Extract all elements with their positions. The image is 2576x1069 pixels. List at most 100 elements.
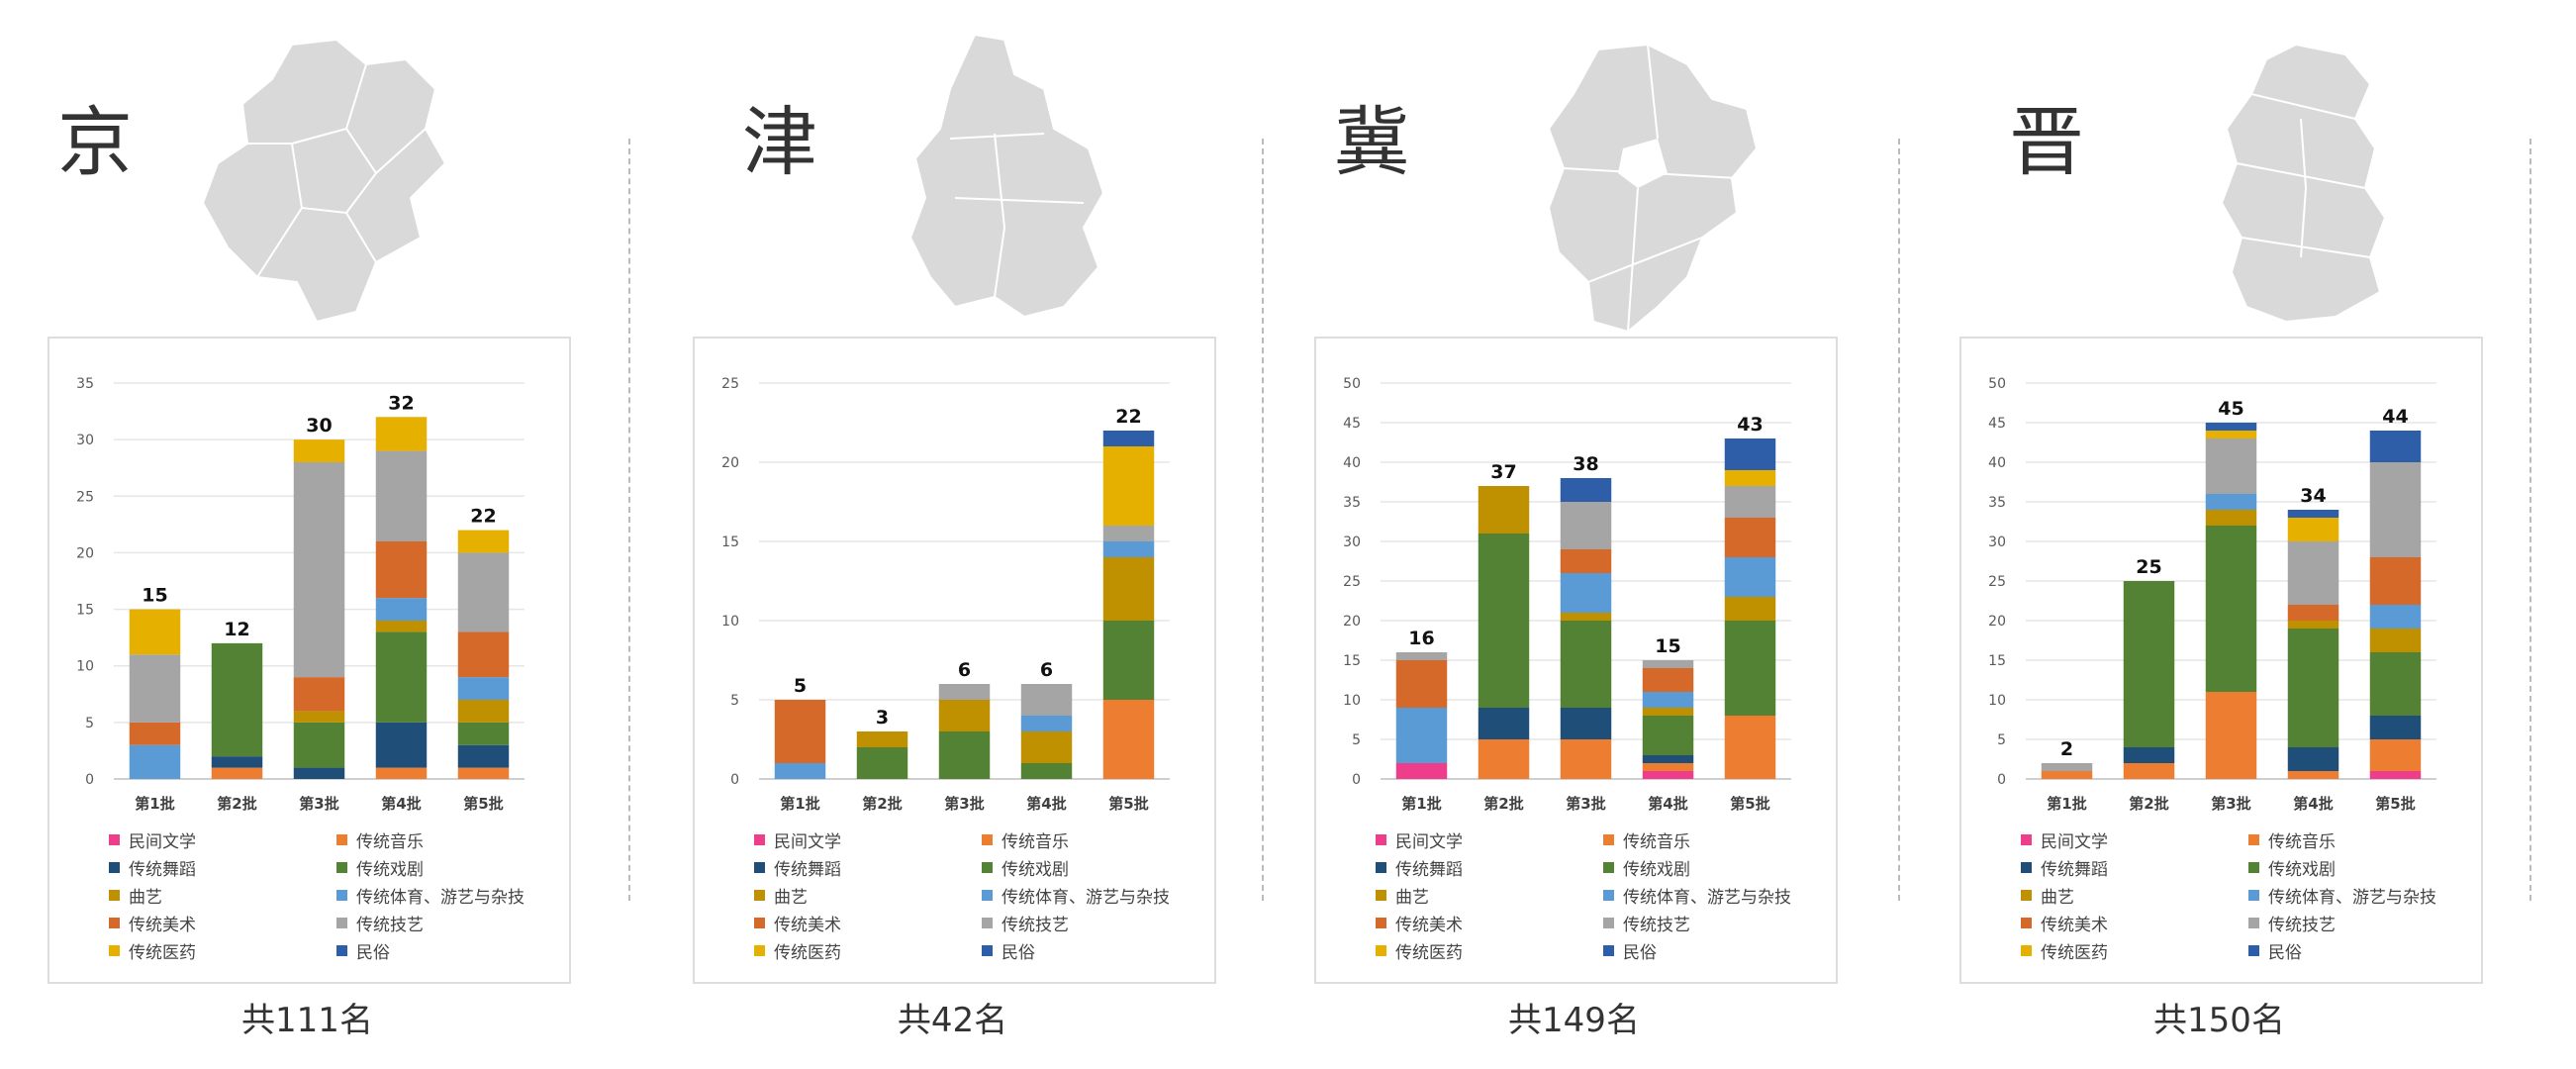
bar-chart: 0 5 10 15 20 25 5 第1批 3 第2批 6 第3批 6 第4批 22 第5批: [721, 376, 1170, 813]
legend-item: 传统舞蹈: [2021, 856, 2248, 880]
legend-label: 曲艺: [1395, 888, 1429, 908]
legend-item: 传统技艺: [982, 912, 1219, 935]
legend-label: 传统音乐: [1623, 832, 1690, 852]
legend-swatch: [1603, 945, 1614, 956]
bar-segment-crafts: [1102, 526, 1155, 541]
legend-swatch: [1603, 862, 1614, 873]
y-tick-label: 25: [76, 489, 94, 505]
y-tick-label: 0: [1997, 772, 2006, 788]
bar-segment-music: [2123, 763, 2175, 779]
bar-total-label: 38: [1573, 453, 1598, 475]
bar-segment-quyi: [1724, 597, 1776, 621]
y-tick-label: 30: [76, 433, 94, 448]
divider: [1898, 139, 1900, 901]
y-tick-label: 15: [1988, 653, 2006, 669]
legend-swatch: [2248, 918, 2259, 928]
legend-item: 传统戏剧: [2248, 856, 2486, 880]
bar-segment-drama: [1102, 621, 1155, 700]
legend-label: 传统体育、游艺与杂技: [2268, 888, 2436, 908]
panel-shanxi: 晋 0 5 10 15 20 25 30 35 40 45 50 2 第1批 25 第2批 45 第3批 34 第4…: [1910, 0, 2543, 1069]
bar-segment-sports: [1560, 573, 1612, 613]
bar-segment-quyi: [1642, 708, 1694, 716]
legend-item: 民俗: [2248, 939, 2486, 963]
total-count: 共149名: [1508, 1001, 1640, 1040]
legend-swatch: [2021, 945, 2032, 956]
y-tick-label: 10: [1343, 693, 1361, 709]
legend-swatch: [336, 890, 347, 901]
legend-item: 传统体育、游艺与杂技: [2248, 884, 2486, 908]
bar-segment-folk_customs: [1560, 478, 1612, 502]
bar-segment-crafts: [938, 684, 991, 700]
legend-swatch: [109, 890, 120, 901]
bar-segment-crafts: [1642, 660, 1694, 668]
x-tick-label: 第3批: [2211, 795, 2250, 813]
legend-item: 民间文学: [1376, 828, 1603, 852]
chart-card: 0 5 10 15 20 25 30 35 40 45 50 2 第1批 25 第2批 45 第3批 34 第4批 4…: [1959, 337, 2483, 984]
legend-swatch: [2248, 834, 2259, 845]
divider: [1262, 139, 1264, 901]
bar-segment-fine_arts: [1395, 660, 1448, 708]
bar-chart: 0 5 10 15 20 25 30 35 40 45 50 2 第1批 25 第2批 45 第3批 34 第4批 4…: [1988, 376, 2436, 813]
bar-segment-medicine: [2287, 518, 2339, 541]
legend-item: 传统音乐: [1603, 828, 1841, 852]
divider: [628, 139, 630, 901]
legend-swatch: [109, 862, 120, 873]
total-count: 共42名: [897, 1001, 1008, 1040]
legend-label: 传统戏剧: [1623, 860, 1690, 880]
y-tick-label: 20: [1343, 614, 1361, 630]
bar-segment-drama: [2369, 652, 2422, 716]
chart-legend: 民间文学 传统音乐 传统舞蹈 传统戏剧 曲艺 传统体育、游艺与杂技 传统美术 传统技艺 传统医药…: [2021, 828, 2486, 963]
bar-segment-medicine: [2205, 431, 2257, 438]
y-tick-label: 40: [1988, 455, 2006, 471]
region-title: 京: [57, 98, 133, 186]
legend-item: 传统医药: [1376, 939, 1603, 963]
bar-segment-quyi: [2205, 510, 2257, 526]
bar-segment-folk_customs: [2205, 423, 2257, 431]
panel-hebei: 冀 0 5 10 15 20 25 30 35 40 45 50 16 第1批 37 第2批 38 第3批 15 第…: [1277, 0, 1910, 1069]
legend-swatch: [109, 918, 120, 928]
bar-segment-quyi: [2369, 629, 2422, 652]
bar-segment-music: [1724, 716, 1776, 779]
region-title: 津: [742, 98, 817, 186]
legend-label: 传统技艺: [1623, 916, 1690, 935]
legend-item: 传统音乐: [982, 828, 1219, 852]
legend-label: 传统体育、游艺与杂技: [356, 888, 525, 908]
legend-item: 传统戏剧: [336, 856, 574, 880]
x-tick-label: 第5批: [463, 795, 503, 813]
bar-segment-medicine: [129, 609, 181, 655]
x-tick-label: 第5批: [1108, 795, 1148, 813]
legend-label: 传统医药: [1395, 943, 1463, 963]
bar-total-label: 22: [470, 506, 496, 528]
panel-tianjin: 津 0 5 10 15 20 25 5 第1批 3 第2批 6 第3批 6 第4批 22 第5批 民间文学 传统…: [643, 0, 1277, 1069]
bar-segment-sports: [1724, 557, 1776, 597]
legend-item: 传统体育、游艺与杂技: [1603, 884, 1841, 908]
legend-label: 传统医药: [129, 943, 196, 963]
bar-segment-sports: [129, 744, 181, 779]
bar-segment-crafts: [2287, 541, 2339, 605]
bar-segment-music: [1478, 739, 1530, 779]
legend-item: 传统体育、游艺与杂技: [336, 884, 574, 908]
legend-label: 民间文学: [129, 832, 196, 852]
legend-swatch: [2021, 918, 2032, 928]
bar-segment-quyi: [293, 711, 345, 723]
y-tick-label: 30: [1343, 534, 1361, 550]
bar-segment-folk_literature: [1395, 763, 1448, 779]
legend-label: 传统音乐: [1002, 832, 1069, 852]
bar-segment-dance: [1478, 708, 1530, 739]
legend-label: 传统美术: [774, 916, 841, 935]
shanxi-map-icon: [2220, 43, 2387, 324]
bar-segment-fine_arts: [2369, 557, 2422, 605]
bar-segment-music: [2369, 739, 2422, 771]
bar-segment-crafts: [1560, 502, 1612, 549]
legend-swatch: [1603, 834, 1614, 845]
legend-item: 民间文学: [109, 828, 336, 852]
legend-label: 传统舞蹈: [129, 860, 196, 880]
legend-label: 民俗: [1623, 943, 1657, 963]
x-tick-label: 第2批: [1483, 795, 1523, 813]
y-tick-label: 15: [1343, 653, 1361, 669]
bar-segment-folk_literature: [2369, 771, 2422, 779]
bar-segment-sports: [2369, 605, 2422, 629]
legend-label: 曲艺: [129, 888, 162, 908]
legend-label: 传统体育、游艺与杂技: [1002, 888, 1170, 908]
bar-total-label: 25: [2136, 556, 2161, 578]
